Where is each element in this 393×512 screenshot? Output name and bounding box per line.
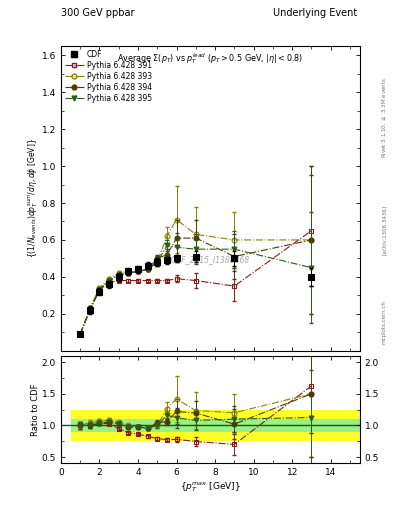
X-axis label: $\{p_T^{max}$ [GeV]$\}$: $\{p_T^{max}$ [GeV]$\}$	[180, 480, 241, 494]
Text: Rivet 3.1.10, $\geq$ 3.3M events: Rivet 3.1.10, $\geq$ 3.3M events	[380, 77, 388, 158]
Text: mcplots.cern.ch: mcplots.cern.ch	[382, 301, 387, 345]
Legend: CDF, Pythia 6.428 391, Pythia 6.428 393, Pythia 6.428 394, Pythia 6.428 395: CDF, Pythia 6.428 391, Pythia 6.428 393,…	[63, 48, 154, 104]
Text: Average $\Sigma(p_T)$ vs $p_T^{lead}$ ($p_T > 0.5$ GeV, $|\eta| < 0.8$): Average $\Sigma(p_T)$ vs $p_T^{lead}$ ($…	[117, 51, 303, 66]
Text: [arXiv:1306.3436]: [arXiv:1306.3436]	[382, 205, 387, 255]
Y-axis label: $\{(1/N_{events}) dp_T^{sum}/d\eta, d\phi$ [GeV]$\}$: $\{(1/N_{events}) dp_T^{sum}/d\eta, d\ph…	[27, 138, 40, 259]
Y-axis label: Ratio to CDF: Ratio to CDF	[31, 383, 40, 436]
Text: 300 GeV ppbar: 300 GeV ppbar	[61, 8, 134, 18]
Text: CDF_2015_I1388868: CDF_2015_I1388868	[171, 255, 250, 264]
Text: Underlying Event: Underlying Event	[274, 8, 358, 18]
